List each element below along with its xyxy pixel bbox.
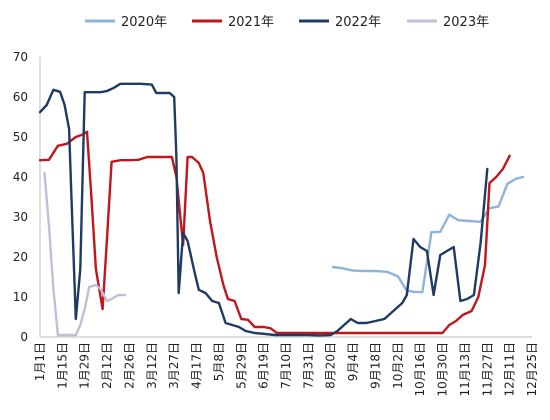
y-tick-label: 20 — [13, 250, 28, 264]
x-tick-label: 2月26日 — [122, 342, 136, 389]
x-tick-label: 3月12日 — [145, 342, 159, 389]
x-tick-label: 1月15日 — [55, 342, 69, 389]
legend-label: 2020年 — [121, 15, 167, 30]
legend-item: 2022年 — [299, 15, 381, 30]
legend: 2020年 2021年 2022年 2023年 — [85, 15, 489, 30]
y-tick-label: 30 — [13, 210, 28, 224]
series-line-2 — [38, 130, 511, 335]
x-tick-label: 7月31日 — [301, 342, 315, 389]
x-tick-label: 3月27日 — [167, 342, 181, 389]
y-tick-label: 40 — [13, 170, 28, 184]
x-tick-label: 11月13日 — [458, 342, 472, 397]
axes — [39, 57, 532, 338]
y-tick-labels: 0 10 20 30 40 50 60 70 — [13, 50, 28, 344]
x-tick-label: 10月2日 — [391, 342, 405, 389]
x-tick-label: 1月29日 — [78, 342, 92, 389]
y-tick-label: 50 — [13, 130, 28, 144]
series-line-1 — [331, 175, 525, 294]
x-tick-label: 10月30日 — [436, 342, 450, 397]
x-tick-label: 4月17日 — [190, 342, 204, 389]
x-tick-label: 5月8日 — [212, 342, 226, 381]
series-line-4 — [43, 171, 127, 337]
x-tick-label: 5月29日 — [234, 342, 248, 389]
x-tick-label: 6月19日 — [257, 342, 271, 389]
y-tick-label: 0 — [20, 330, 28, 344]
legend-label: 2022年 — [335, 15, 381, 30]
x-tick-label: 9月4日 — [346, 342, 360, 381]
x-tick-label: 12月25日 — [525, 342, 539, 397]
x-tick-label: 11月27日 — [480, 342, 494, 397]
x-tick-label: 10月16日 — [413, 342, 427, 397]
x-tick-label: 12月11日 — [503, 342, 517, 397]
y-tick-label: 10 — [13, 290, 28, 304]
legend-item: 2020年 — [85, 15, 167, 30]
x-tick-label: 2月12日 — [100, 342, 114, 389]
legend-label: 2021年 — [228, 15, 274, 30]
series-lines — [38, 82, 525, 337]
x-tick-label: 1月1日 — [33, 342, 47, 381]
series-line-3 — [38, 82, 489, 337]
legend-item: 2021年 — [192, 15, 274, 30]
x-tick-label: 8月20日 — [324, 342, 338, 389]
x-tick-labels: 1月1日 1月15日 1月29日 2月12日 2月26日 3月12日 3月27日 4月17日 5… — [33, 342, 539, 397]
x-tick-label: 7月10日 — [279, 342, 293, 389]
legend-item: 2023年 — [407, 15, 489, 30]
legend-label: 2023年 — [443, 15, 489, 30]
y-tick-label: 60 — [13, 90, 28, 104]
x-tick-label: 9月18日 — [368, 342, 382, 389]
y-tick-label: 70 — [13, 50, 28, 64]
